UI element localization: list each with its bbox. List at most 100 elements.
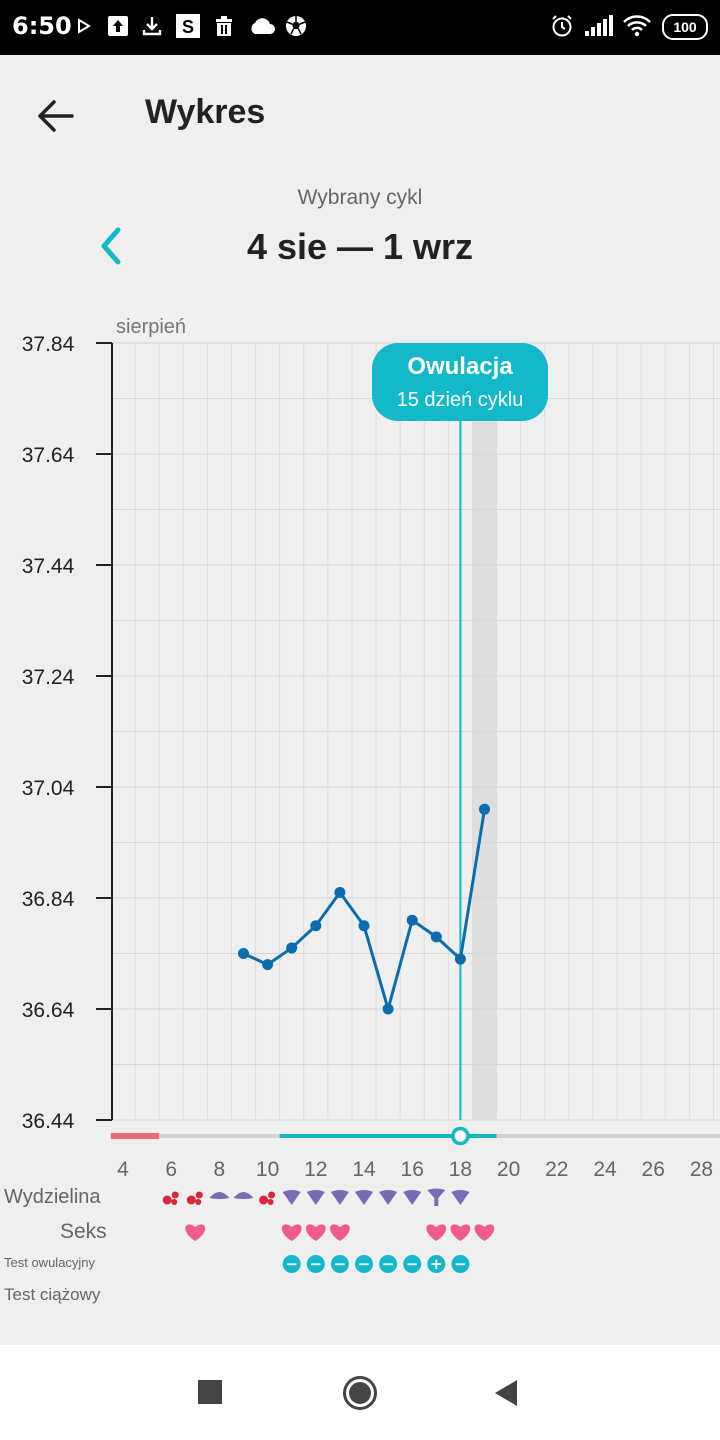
temperature-point [454,953,466,965]
trash-icon [212,14,236,38]
x-tick-label: 8 [214,1158,226,1180]
app-bar: Wykres [0,55,720,170]
temperature-point [479,803,490,815]
y-tick-label: 36.44 [22,1110,75,1133]
month-label: sierpień [116,316,187,338]
ovulation-test-result: − [285,1255,298,1273]
ovulation-test-badge [451,1255,470,1273]
cloud-icon [248,14,276,38]
ovulation-test-row-label: Test owulacyjny [4,1255,96,1270]
ovulation-test-badge [379,1255,398,1273]
temperature-point [382,1003,394,1015]
status-time: 6:50 [12,12,72,40]
ovulation-test-result: − [454,1255,467,1273]
x-tick-label: 4 [117,1158,129,1180]
ovulation-test-result: − [310,1255,323,1273]
back-arrow-icon[interactable] [30,91,80,141]
temperature-point [286,942,298,954]
y-tick-label: 37.04 [22,777,75,800]
discharge-blood-icon [162,1191,179,1205]
discharge-row-label: Wydzielina [4,1186,101,1208]
temperature-point [334,886,346,898]
x-tick-label: 18 [449,1158,472,1180]
status-bar: 6:50 S 100 [0,0,720,55]
timeline-ovulation-marker [451,1126,470,1146]
ovulation-test-badge [306,1255,325,1273]
temperature-point [238,948,249,959]
ovulation-test-badge [355,1255,373,1273]
ovulation-subtitle: 15 dzień cyklu [397,389,524,411]
sex-heart-icon [330,1224,350,1241]
page-title: Wykres [145,93,266,131]
temperature-point [262,959,274,971]
temperature-point [430,931,442,943]
ovulation-test-badge [403,1255,422,1273]
sex-heart-icon [305,1224,326,1241]
home-icon[interactable] [342,1375,378,1416]
pregnancy-test-row-label: Test ciążowy [4,1285,101,1304]
discharge-creamy-icon [233,1192,254,1199]
x-tick-label: 16 [401,1158,424,1180]
x-tick-label: 22 [545,1158,568,1180]
previous-cycle-chevron-icon[interactable] [92,224,132,268]
sex-heart-icon [185,1224,206,1241]
ovulation-test-result: + [430,1255,443,1273]
cycle-range: 4 sie — 1 wrz [246,226,474,267]
ovulation-bubble [372,343,548,421]
sex-heart-icon [474,1224,495,1241]
ovulation-test-badge [282,1255,301,1273]
x-tick-label: 6 [165,1158,177,1180]
ovulation-test-result: − [406,1255,419,1273]
ovulation-test-badge [330,1255,349,1273]
discharge-watery-icon [282,1190,301,1205]
x-tick-label: 26 [642,1158,665,1180]
signal-icon [584,14,614,38]
y-tick-label: 37.84 [22,333,75,356]
ovulation-test-badge [427,1255,446,1273]
temperature-chart[interactable]: 37.84 37.64 37.44 37.24 37.04 36.84 36.64 36.44… [0,330,720,1180]
sex-heart-icon [281,1224,302,1241]
discharge-watery-icon [306,1190,325,1205]
discharge-watery-icon [330,1190,349,1205]
cycle-subtitle: Wybrany cykl [297,186,423,209]
discharge-blood-icon [259,1191,276,1205]
discharge-eggwhite-icon [427,1188,446,1206]
y-tick-label: 36.84 [22,888,75,911]
discharge-blood-icon [186,1191,203,1205]
wifi-icon [622,14,652,38]
upload-icon [106,14,130,38]
back-icon[interactable] [493,1378,519,1413]
sex-heart-icon [450,1224,471,1241]
y-tick-label: 36.64 [22,999,75,1022]
x-tick-label: 14 [352,1158,376,1180]
x-tick-label: 24 [593,1158,617,1180]
y-tick-label: 37.24 [22,666,75,689]
symptom-rows: − − − − − − + − [162,1188,495,1273]
ovulation-test-result: − [334,1255,347,1273]
ovulation-title: Owulacja [407,353,513,380]
discharge-watery-icon [379,1190,398,1205]
temperature-point [310,920,322,932]
sex-row-label: Seks [60,1220,107,1243]
battery-icon: 100 [662,14,708,40]
y-tick-label: 37.44 [22,555,75,578]
navigation-bar [0,1345,720,1440]
x-tick-label: 10 [256,1158,279,1180]
discharge-watery-icon [451,1190,470,1205]
sex-heart-icon [426,1224,447,1241]
recent-apps-icon[interactable] [198,1380,222,1404]
ovulation-test-result: − [382,1255,395,1273]
y-tick-label: 37.64 [22,444,75,467]
x-tick-label: 12 [304,1158,327,1180]
temperature-point [358,920,370,932]
temperature-point [406,914,418,926]
alarm-icon [550,14,574,38]
x-tick-label: 20 [497,1158,520,1180]
download-icon [140,14,164,38]
x-tick-label: 28 [690,1158,713,1180]
soccer-ball-icon [284,14,308,38]
discharge-watery-icon [403,1190,422,1205]
ovulation-test-result: − [358,1255,371,1273]
svg-text:S: S [182,17,194,37]
s-app-icon: S [176,14,200,38]
